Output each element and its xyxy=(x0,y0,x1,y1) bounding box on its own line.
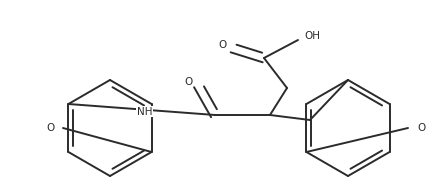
Text: NH: NH xyxy=(137,107,153,117)
Text: O: O xyxy=(184,77,192,87)
Text: O: O xyxy=(218,40,226,50)
Text: O: O xyxy=(46,123,54,133)
Text: O: O xyxy=(417,123,425,133)
Text: OH: OH xyxy=(304,31,320,41)
